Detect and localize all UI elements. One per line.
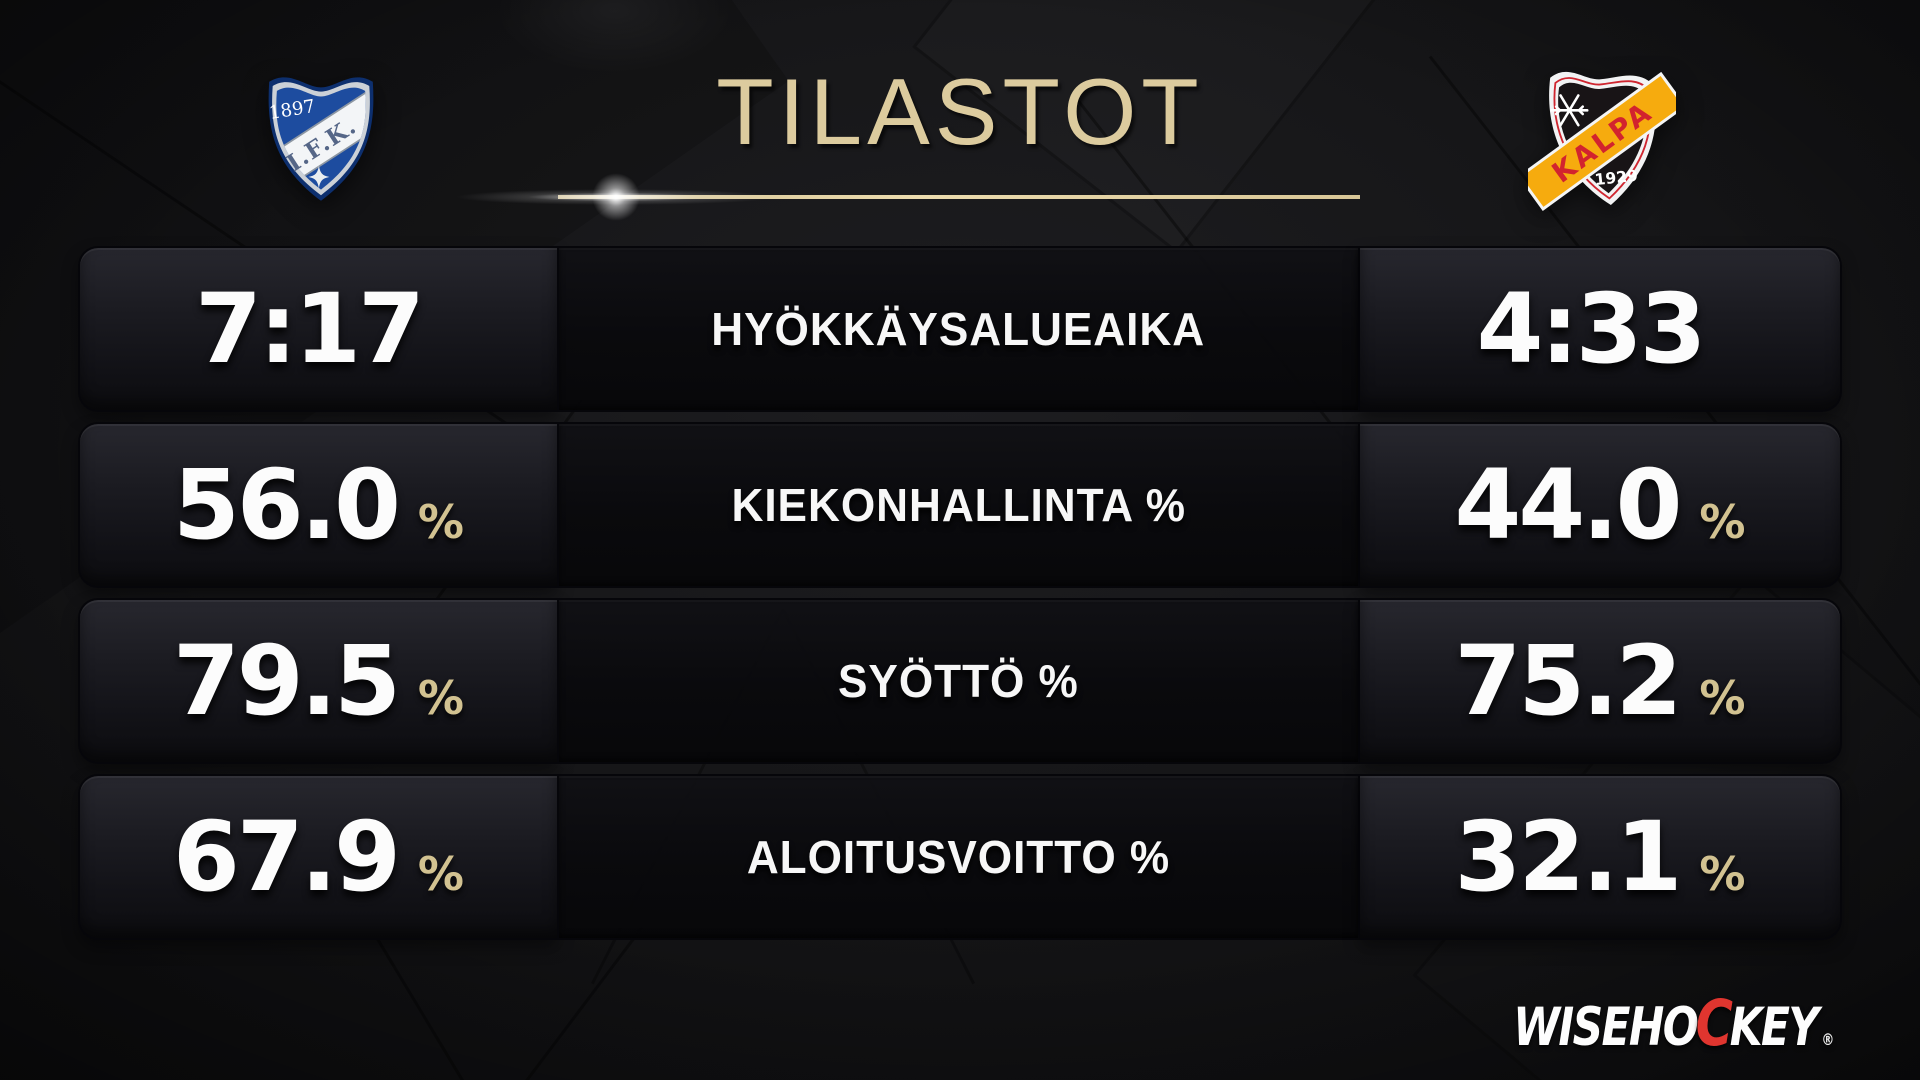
away-team-logo: KALPA 1929	[1517, 52, 1687, 216]
wisehockey-logo-red-c: C	[1695, 986, 1732, 1060]
kalpa-founding-year: 1929	[1594, 167, 1639, 189]
wisehockey-logo-part2: KEY	[1729, 997, 1818, 1058]
wisehockey-logo-part1: WISEHO	[1512, 997, 1699, 1058]
kalpa-crest-icon: KALPA 1929	[1517, 71, 1687, 211]
wisehockey-logo: WISEHO C KEY ®	[1513, 986, 1834, 1060]
registered-trademark-symbol: ®	[1821, 1030, 1834, 1049]
